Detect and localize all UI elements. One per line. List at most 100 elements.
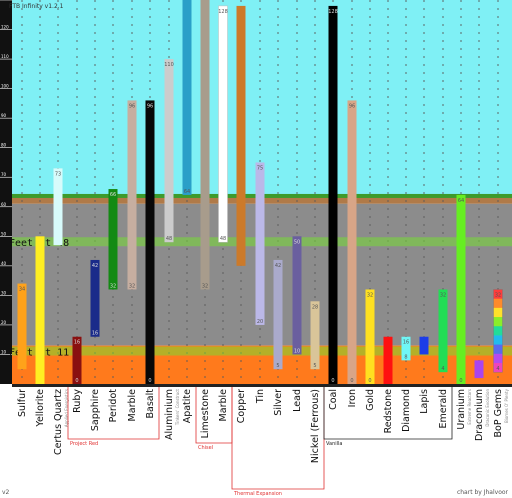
bar-min-label: 64: [184, 189, 190, 195]
bar-min-label: 0: [331, 378, 334, 384]
bar-max-label: 34: [19, 287, 25, 293]
mod-tag: Applied Energistics: [64, 389, 69, 427]
ore-bar-segment: [493, 298, 503, 309]
ore-bar: [53, 168, 63, 246]
bar-max-label: 50: [294, 239, 300, 245]
group-label: Vanilla: [326, 441, 343, 447]
y-tick-label: 110: [1, 54, 9, 59]
bar-max-label: 96: [129, 103, 135, 109]
mod-tag: Draconic Evolution: [485, 389, 490, 427]
chart-credit: chart by Jhalvoor: [457, 489, 509, 496]
ore-bar: [145, 100, 155, 384]
bar-min-label: 8: [404, 354, 407, 360]
bar-min-label: 0: [148, 378, 151, 384]
x-label: Yellorite: [35, 389, 46, 428]
ore-bar: [383, 336, 393, 384]
y-tick-label: 40: [1, 261, 7, 266]
y-tick-label: 90: [1, 113, 7, 118]
chart-title: FTB Infinity v1.2.1: [9, 3, 64, 10]
ore-bar-segment: [493, 326, 503, 336]
x-label: Limestone: [200, 389, 211, 439]
x-label: Lead: [292, 389, 303, 412]
bar-min-label: 48: [166, 236, 172, 242]
ore-bar-segment: [493, 362, 503, 373]
mod-tag: Biomes O' Plenty: [504, 388, 509, 423]
ore-bar: [164, 59, 174, 243]
y-tick-label: 60: [1, 202, 7, 207]
ore-bar: [419, 336, 429, 355]
ore-bar: [255, 162, 265, 325]
x-label: Emerald: [438, 389, 449, 429]
bar-min-label: 20: [257, 319, 263, 325]
bar-min-label: 32: [129, 283, 135, 289]
bar-min-label: 4: [496, 366, 499, 372]
bar-min-label: 48: [220, 236, 226, 242]
x-label: Silver: [273, 389, 284, 416]
x-label: Copper: [236, 389, 247, 423]
ore-bar-segment: [493, 344, 503, 355]
ore-bar: [273, 259, 283, 370]
x-label: Tin: [255, 389, 266, 404]
ore-bar: [456, 194, 466, 384]
bar-max-label: 110: [164, 62, 174, 68]
group-bracket: [323, 387, 453, 440]
ore-bar: [90, 259, 100, 337]
ore-bar: [218, 5, 228, 243]
ore-bar: [401, 336, 411, 361]
x-axis-labels: Sulfur Yellorite Certus Quartz Ruby Sapphire…: [17, 388, 509, 463]
ore-bar: [328, 5, 338, 385]
x-label: Ruby: [72, 389, 83, 413]
bar-min-label: 0: [350, 378, 353, 384]
y-axis-strip: [0, 0, 12, 384]
bar-max-label: 42: [275, 263, 281, 269]
feet-band: [12, 346, 512, 356]
ore-bar-segment: [493, 353, 503, 364]
ore-bar: [72, 336, 82, 384]
bar-min-label: 0: [459, 378, 462, 384]
bar-max-label: 32: [367, 292, 373, 298]
x-label: Peridot: [108, 389, 119, 423]
bar-max-label: 73: [55, 171, 61, 177]
ore-bar: [236, 5, 246, 266]
y-tick-label: 70: [1, 172, 7, 177]
y-tick-label: 50: [1, 231, 7, 236]
ore-bar: [17, 283, 27, 370]
footer-left: v2: [2, 489, 10, 496]
group-label: Project Red: [70, 441, 98, 447]
y-tick-label: 80: [1, 143, 7, 148]
bar-max-label: 32: [495, 292, 501, 298]
group-label: Thermal Expansion: [233, 491, 282, 497]
bar-max-label: 66: [110, 192, 116, 198]
group-bracket: [67, 387, 160, 440]
x-label: Basalt: [145, 389, 156, 419]
mod-groups: Project Red Chisel Thermal Expansion Vanill…: [67, 387, 453, 497]
x-label: Redstone: [383, 389, 394, 434]
ore-bar: [365, 289, 375, 384]
bar-max-label: 16: [403, 340, 409, 346]
bar-min-label: 4: [441, 366, 444, 372]
x-label: Sapphire: [90, 389, 101, 431]
ore-bar: [182, 0, 192, 195]
ore-bar: [347, 100, 357, 384]
ore-bar: [474, 360, 484, 379]
bar-max-label: 32: [440, 292, 446, 298]
x-label: Diamond: [401, 389, 412, 432]
x-label: Lapis: [419, 389, 430, 414]
bar-min-label: 5: [313, 363, 316, 369]
ore-bar: [200, 0, 210, 290]
bar-max-label: 42: [92, 263, 98, 269]
bar-max-label: 96: [349, 103, 355, 109]
x-label: Gold: [365, 389, 376, 411]
bar-min-label: 10: [294, 348, 300, 354]
x-label: Marble: [218, 389, 229, 422]
y-tick-label: 100: [1, 84, 9, 89]
x-label: Nickel (Ferrous): [310, 389, 321, 463]
y-axis: 102030405060708090100110120130: [0, 0, 12, 355]
ore-bar: [108, 189, 118, 290]
bar-min-label: 32: [202, 283, 208, 289]
x-label: Coal: [328, 389, 339, 410]
bar-max-label: 128: [328, 9, 338, 15]
bar-max-label: 64: [458, 198, 464, 204]
ore-bar-segment: [493, 335, 503, 345]
ore-bar: [438, 289, 448, 373]
